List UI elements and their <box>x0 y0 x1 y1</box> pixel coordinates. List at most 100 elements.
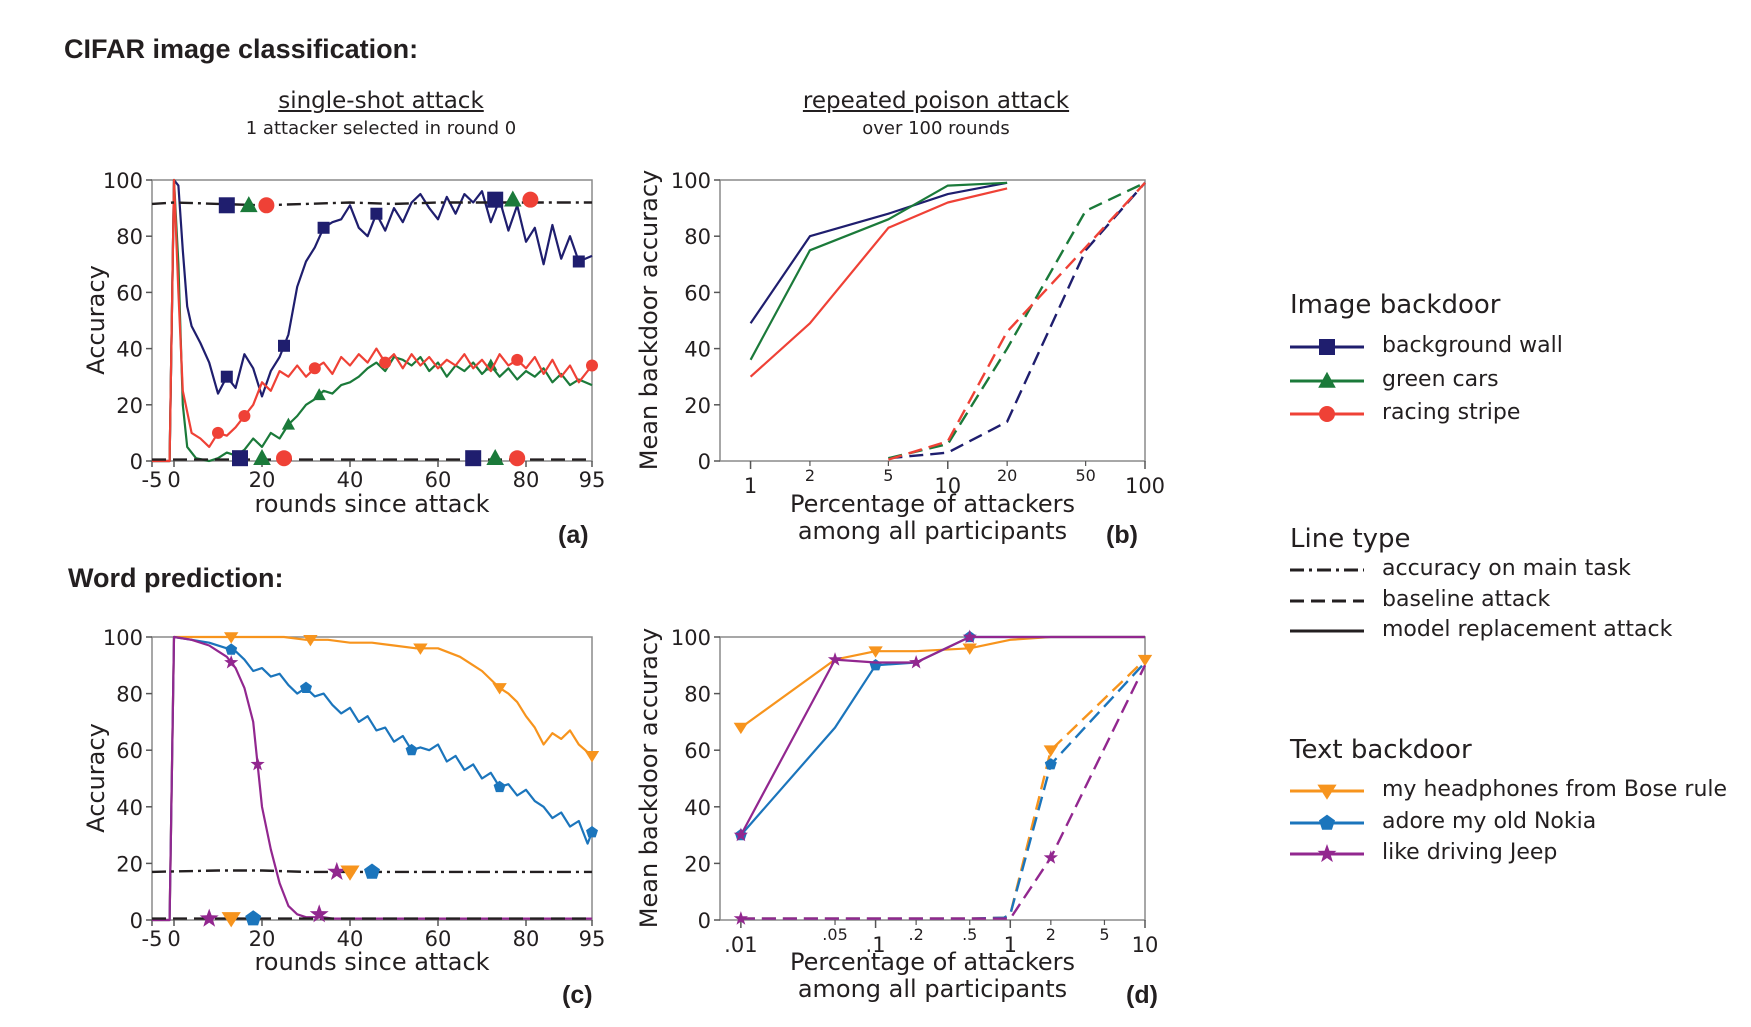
series-marker <box>281 417 295 430</box>
series-marker <box>586 826 598 838</box>
x-tick-minor-label: 5 <box>883 466 893 485</box>
legend-line-item: baseline attack <box>1382 587 1551 612</box>
series-line <box>152 178 593 463</box>
overlay-marker <box>327 861 347 880</box>
x-tick-label: 1 <box>744 474 757 498</box>
y-tick-label: 80 <box>684 225 711 249</box>
series-marker <box>493 780 506 793</box>
series-marker <box>220 370 233 383</box>
series-marker <box>869 659 882 671</box>
legend-sample-nokia-marker <box>1319 814 1335 830</box>
y-tick-label: 100 <box>671 169 711 193</box>
y-axis-label: Accuracy <box>82 265 110 375</box>
overlay-marker <box>218 197 235 214</box>
series-marker <box>492 683 507 695</box>
y-tick-label: 60 <box>684 739 711 763</box>
series-line <box>152 635 594 922</box>
series-marker <box>584 751 600 763</box>
overlay-marker <box>199 908 219 927</box>
y-tick-label: 60 <box>116 739 143 763</box>
series-marker <box>572 255 585 268</box>
y-tick-label: 80 <box>684 683 711 707</box>
series-line <box>749 181 1008 324</box>
x-tick-label: 40 <box>337 468 364 492</box>
overlay-marker <box>522 191 539 208</box>
y-tick-label: 80 <box>116 683 143 707</box>
series-line <box>152 178 593 463</box>
series-marker <box>511 353 524 366</box>
series-marker <box>405 743 418 756</box>
x-tick-label: 60 <box>425 468 452 492</box>
series-line <box>749 187 1008 378</box>
legend-text-item: like driving Jeep <box>1382 840 1558 865</box>
series-marker <box>238 410 251 423</box>
subtitle-repeated-sub: over 100 rounds <box>862 118 1010 139</box>
overlay-marker <box>509 450 526 467</box>
x-tick-label: 0 <box>167 468 180 492</box>
x-axis-label: rounds since attack <box>254 948 489 976</box>
series-line <box>888 181 1146 461</box>
y-tick-label: 40 <box>116 338 143 362</box>
chart-panel-d: 0 20 40 60 80 100 .01 .1 1 10 .05 .2 .5 2 5 Percentage … <box>635 626 1158 1009</box>
legend-image-item: background wall <box>1382 333 1563 358</box>
y-tick-label: 20 <box>684 394 711 418</box>
y-axis-label: Mean backdoor accuracy <box>635 628 663 928</box>
series-marker <box>312 388 326 401</box>
series-line <box>151 869 592 874</box>
plot-frame <box>719 179 1146 462</box>
section-title-word: Word prediction: <box>68 563 284 593</box>
overlay-marker <box>309 904 329 923</box>
x-tick-minor-label: 5 <box>1099 925 1109 944</box>
panel-label: (d) <box>1126 981 1158 1009</box>
x-tick-label: 10 <box>934 474 961 498</box>
series-marker <box>733 911 748 925</box>
series-line <box>888 181 1146 460</box>
x-tick-minor-label: 50 <box>1075 466 1095 485</box>
x-tick-label: 20 <box>249 468 276 492</box>
subtitle-single-shot: single-shot attack 1 attacker selected i… <box>171 88 591 139</box>
x-tick-label: 95 <box>579 927 606 951</box>
series-line <box>739 635 1145 836</box>
overlay-marker <box>504 190 522 207</box>
series-marker <box>370 207 383 220</box>
legend-image-header: Image backdoor <box>1290 290 1501 320</box>
x-tick-label: 80 <box>513 927 540 951</box>
subtitle-repeated-title: repeated poison attack <box>802 88 1070 114</box>
x-tick-label: 80 <box>513 468 540 492</box>
x-axis-label: Percentage of attackers <box>790 490 1075 518</box>
legend-image-item: green cars <box>1382 367 1499 392</box>
x-tick-label: .01 <box>724 933 757 957</box>
overlay-marker <box>340 865 360 881</box>
y-tick-label: 40 <box>684 338 711 362</box>
subtitle-repeated: repeated poison attack over 100 rounds <box>726 88 1146 139</box>
series-line <box>740 664 1147 920</box>
series-marker <box>303 635 318 647</box>
legend-sample-racing-stripe-marker <box>1319 406 1335 422</box>
series-line <box>152 635 592 922</box>
series-marker <box>733 827 748 842</box>
overlay-marker <box>221 912 241 928</box>
panel-label: (a) <box>558 521 589 549</box>
x-tick-label: 0 <box>167 927 180 951</box>
x-axis-label: rounds since attack <box>254 490 489 518</box>
y-tick-label: 0 <box>698 909 711 933</box>
y-tick-label: 100 <box>103 169 143 193</box>
legend-sample-jeep-marker <box>1317 844 1337 863</box>
y-axis-label: Accuracy <box>82 723 110 833</box>
series-marker <box>868 646 883 658</box>
overlay-marker <box>486 448 504 465</box>
y-tick-label: 0 <box>698 450 711 474</box>
series-marker <box>224 655 239 669</box>
panel-label: (b) <box>1106 521 1138 549</box>
overlay-marker <box>364 863 380 879</box>
series-marker <box>212 426 224 439</box>
y-tick-label: 20 <box>116 394 143 418</box>
y-axis-label: Mean backdoor accuracy <box>635 170 663 470</box>
series-marker <box>827 652 843 666</box>
x-tick-label: 10 <box>1132 933 1159 957</box>
series-line <box>740 635 1145 836</box>
x-tick-label: 20 <box>249 927 276 951</box>
overlay-marker <box>487 191 504 208</box>
series-marker <box>224 632 239 644</box>
